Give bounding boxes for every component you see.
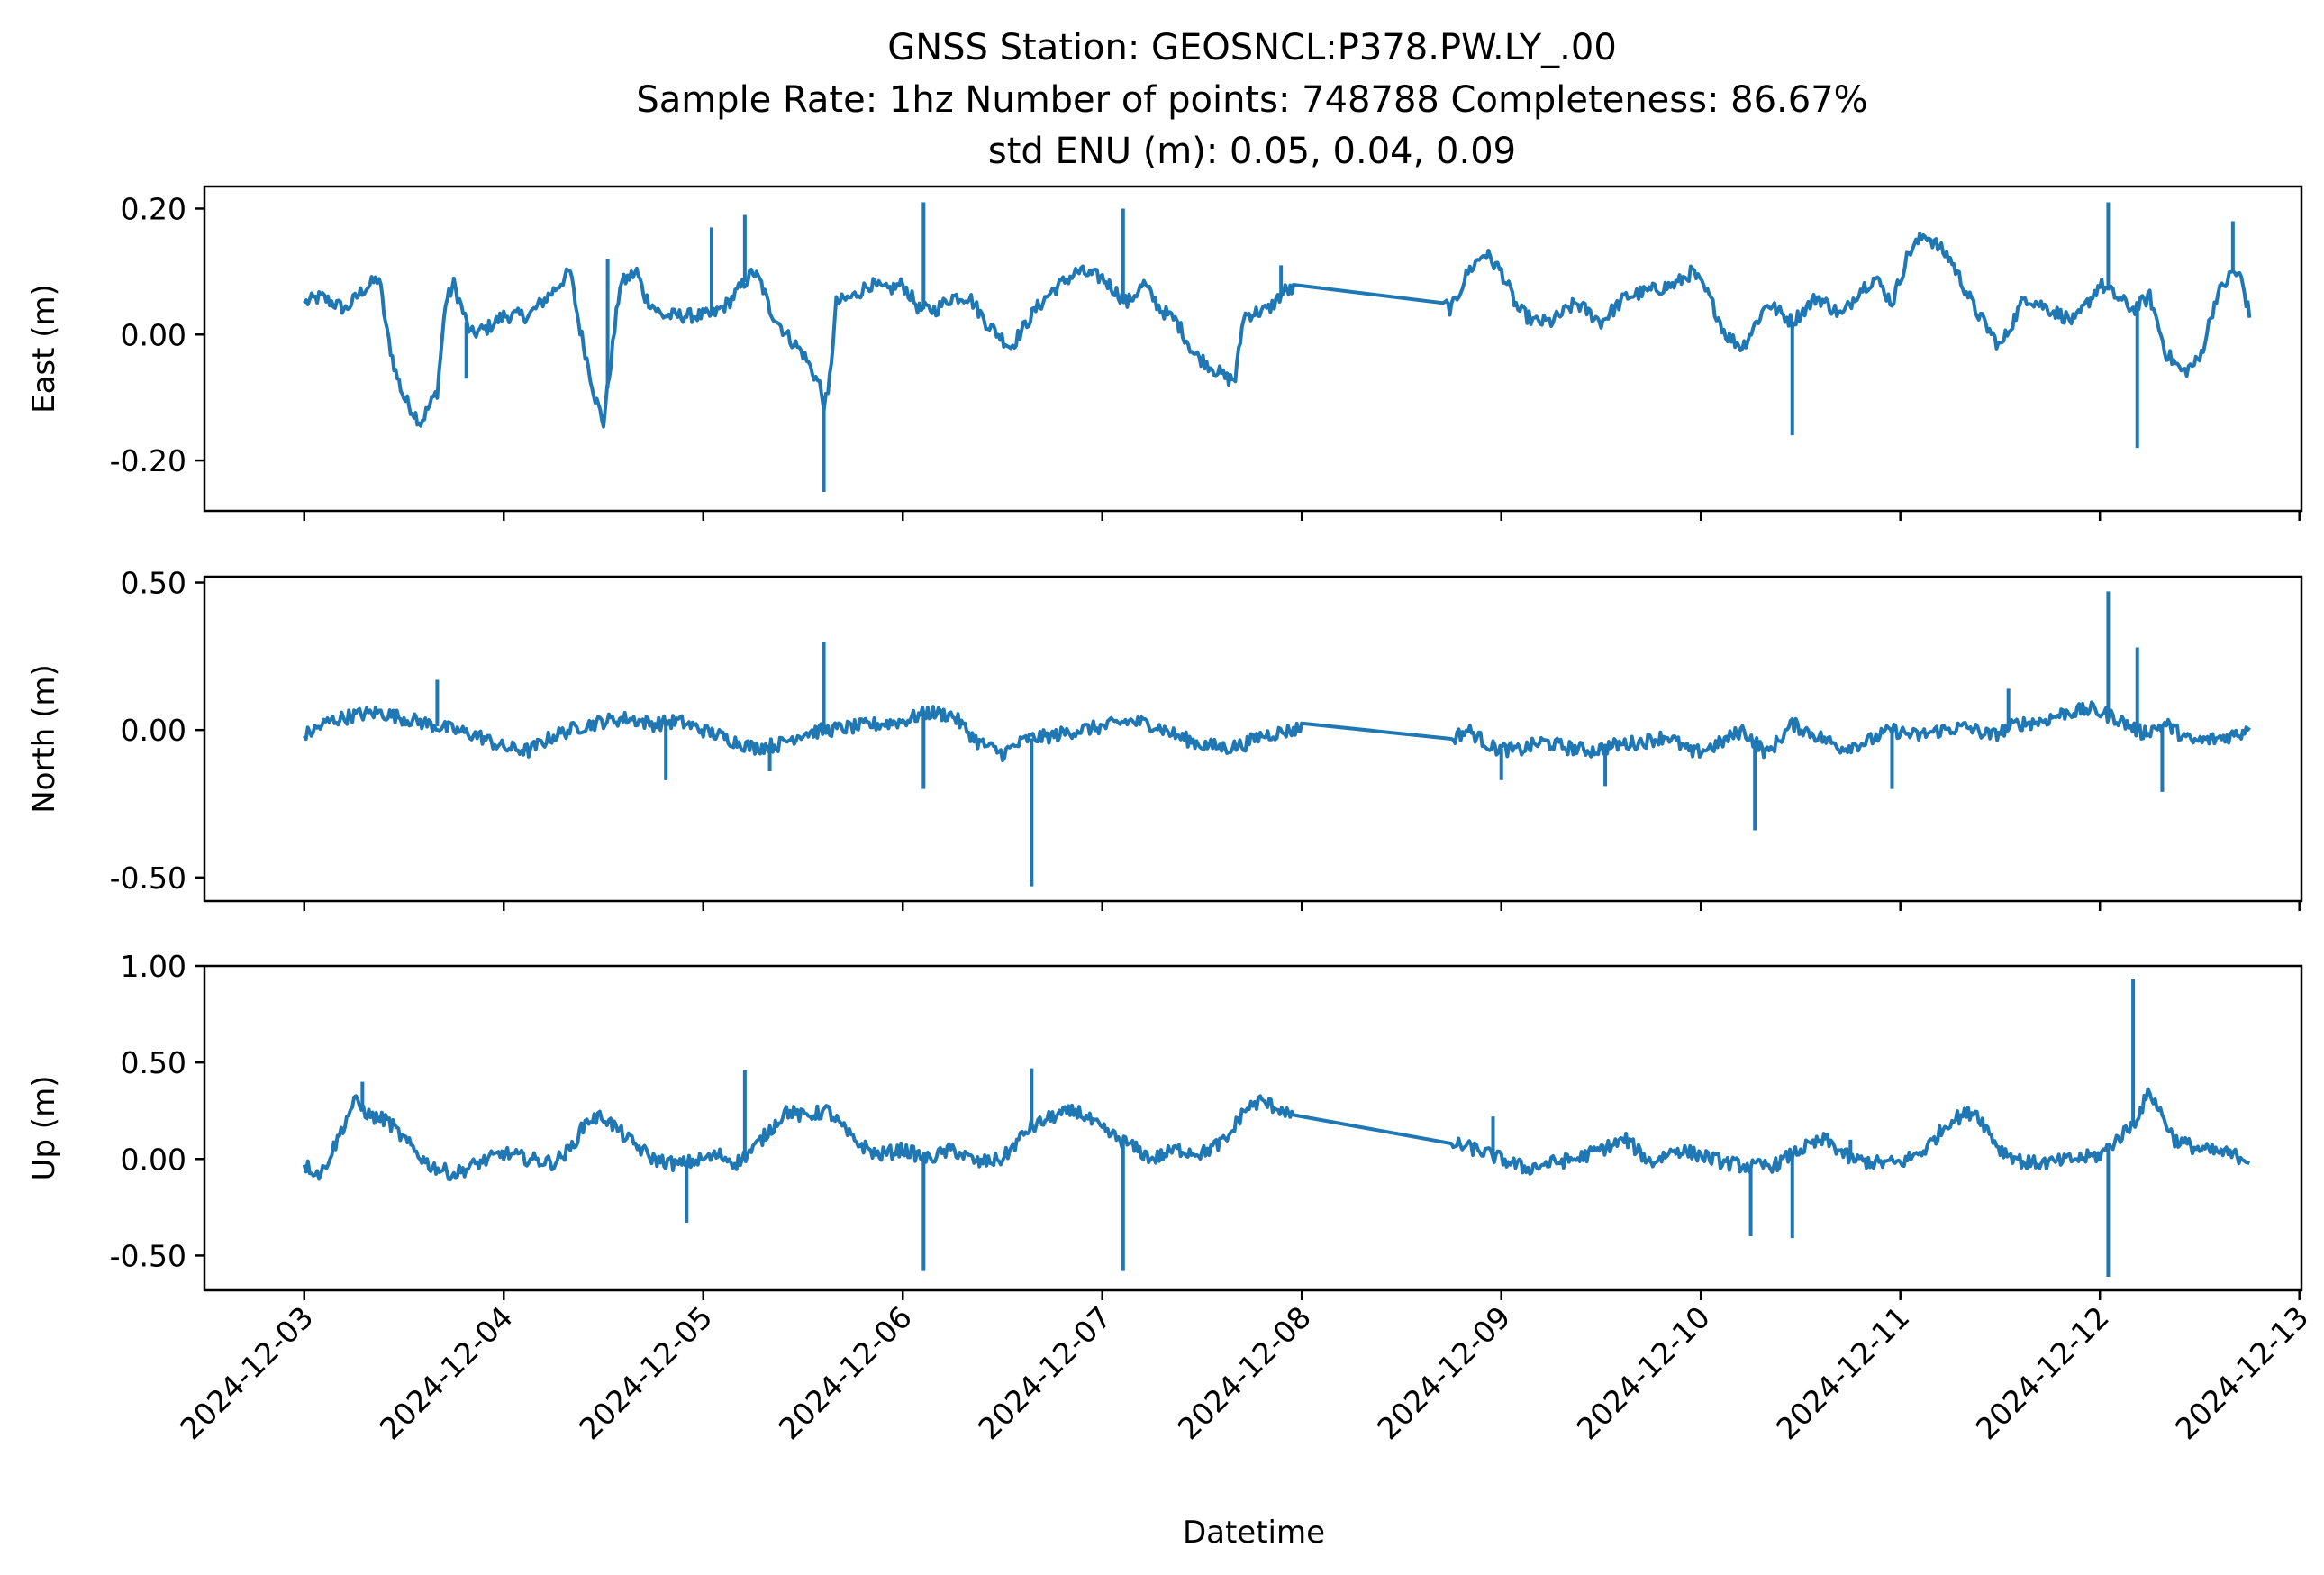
y-tick-label: -0.50 bbox=[110, 1238, 186, 1273]
y-axis-label: East (m) bbox=[26, 284, 62, 414]
series-line bbox=[303, 232, 2252, 429]
chart-title-line-3: std ENU (m): 0.05, 0.04, 0.09 bbox=[988, 131, 1516, 172]
axes-frame bbox=[203, 964, 2303, 1292]
chart-title-line-1: GNSS Station: GEOSNCL:P378.PW.LY_.00 bbox=[887, 27, 1617, 68]
y-tick-label: 0.00 bbox=[121, 317, 186, 352]
chart-title-line-2: Sample Rate: 1hz Number of points: 74878… bbox=[636, 79, 1867, 121]
y-tick-label: 0.00 bbox=[121, 713, 186, 748]
y-tick-label: 0.50 bbox=[121, 566, 186, 601]
east-panel: -0.20 0.00 0.20 East (m) bbox=[26, 185, 2303, 521]
axes-frame bbox=[203, 185, 2303, 513]
series-line bbox=[302, 700, 2251, 762]
y-tick-label: 0.50 bbox=[121, 1045, 186, 1080]
axes-frame bbox=[203, 575, 2303, 903]
y-tick-label: 0.20 bbox=[121, 191, 186, 226]
y-axis-label: Up (m) bbox=[26, 1076, 62, 1181]
y-tick-label: -0.20 bbox=[110, 443, 186, 478]
series-line bbox=[302, 1087, 2251, 1182]
y-tick-label: -0.50 bbox=[110, 860, 186, 896]
y-tick-label: 0.00 bbox=[121, 1142, 186, 1177]
north-panel: -0.50 0.00 0.50 North (m) bbox=[26, 566, 2303, 911]
y-tick-label: 1.00 bbox=[121, 949, 186, 984]
x-axis-label: Datetime bbox=[1183, 1515, 1325, 1551]
y-axis-label: North (m) bbox=[26, 664, 62, 814]
